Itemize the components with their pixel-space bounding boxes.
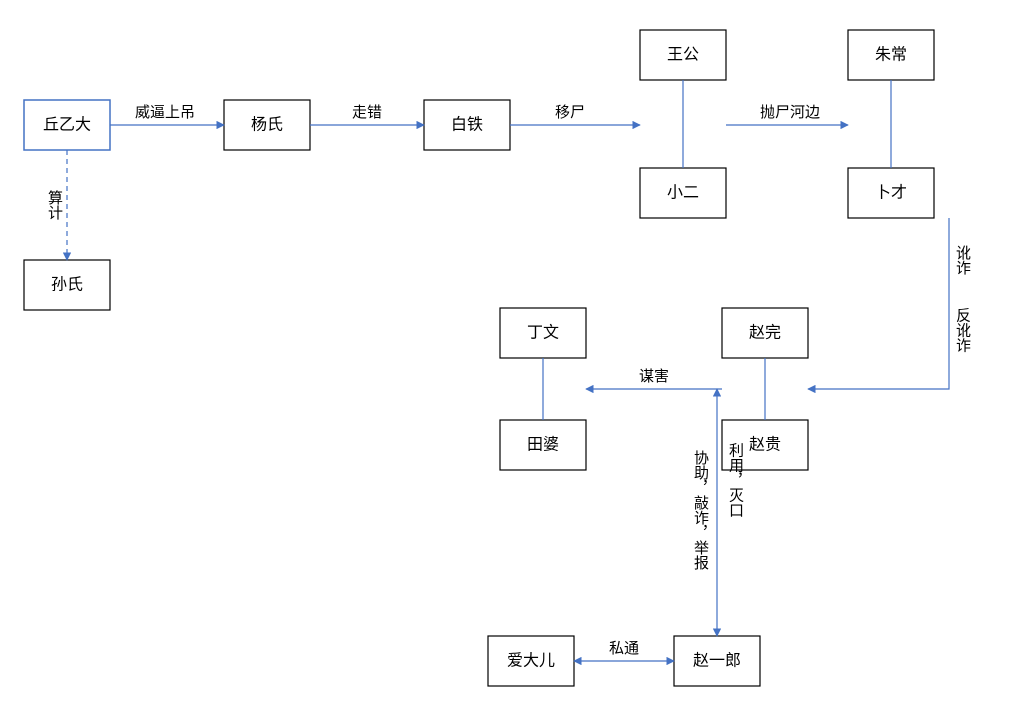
label-zhuchang: 朱常 bbox=[875, 46, 907, 64]
edge-ezha bbox=[808, 218, 949, 389]
label-baitie: 白铁 bbox=[451, 116, 483, 134]
label-xiaoer: 小二 bbox=[667, 184, 699, 202]
edgelabel-ezha: 讹诈 bbox=[954, 245, 971, 275]
edgelabel-zoucuo: 走错 bbox=[352, 104, 382, 121]
label-aidaer: 爱大儿 bbox=[507, 652, 555, 670]
edgelabel-fanezha: 反讹诈 bbox=[954, 308, 971, 353]
edgelabel-xiezhu: 协助，敲诈，举报 bbox=[692, 450, 709, 571]
flowchart-canvas: 孙氏 --> 丘乙大 杨氏 白铁 王公 小二 朱常 卜才 孙氏 丁文 田婆 赵完… bbox=[0, 0, 1025, 711]
label-yangshi: 杨氏 bbox=[251, 116, 283, 134]
label-wanggong: 王公 bbox=[667, 47, 699, 64]
label-qiuyida: 丘乙大 bbox=[43, 116, 91, 134]
edgelabel-weibi: 威逼上吊 bbox=[135, 104, 195, 121]
edgelabel-yishi: 移尸 bbox=[555, 104, 585, 121]
edgelabel-liyong: 利用，灭口 bbox=[727, 443, 744, 518]
edgelabel-sitong: 私通 bbox=[609, 640, 639, 657]
label-tianpo: 田婆 bbox=[527, 436, 559, 454]
edgelabel-mouhai: 谋害 bbox=[639, 368, 669, 385]
label-bucai: 卜才 bbox=[875, 184, 907, 202]
label-dingwen: 丁文 bbox=[527, 324, 559, 342]
edgelabel-suanji: 算计 bbox=[46, 189, 63, 220]
label-zhaogui: 赵贵 bbox=[749, 436, 781, 454]
edgelabel-paoshi: 抛尸河边 bbox=[760, 104, 820, 121]
label-zhaoyilang: 赵一郎 bbox=[693, 652, 741, 670]
label-sunshi: 孙氏 bbox=[51, 276, 83, 294]
label-zhaowan: 赵完 bbox=[749, 324, 781, 342]
